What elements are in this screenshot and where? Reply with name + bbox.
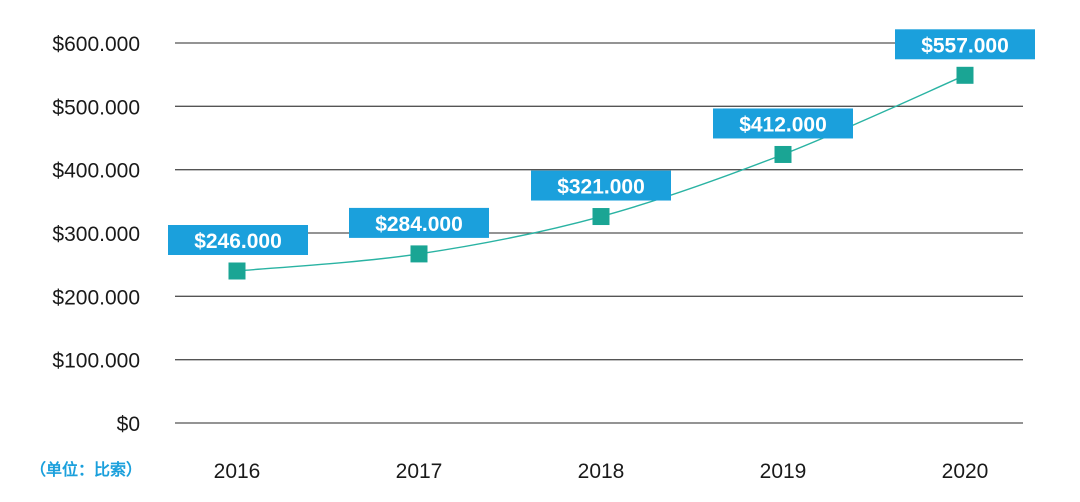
x-tick-label: 2016 [214, 460, 261, 483]
y-tick-label: $100.000 [52, 350, 140, 373]
data-label-box [168, 225, 308, 255]
data-point-marker [228, 262, 246, 280]
x-tick-label: 2019 [760, 460, 807, 483]
data-point-marker [410, 245, 428, 263]
data-label: $557.000 [921, 34, 1009, 57]
y-tick-label: $200.000 [52, 286, 140, 309]
x-tick-label: 2018 [578, 460, 625, 483]
unit-label: （单位：比索） [30, 460, 142, 479]
data-point-marker [592, 208, 610, 226]
y-tick-label: $0 [117, 413, 140, 436]
data-label-box [895, 29, 1035, 60]
y-tick-label: $400.000 [52, 160, 140, 183]
y-tick-label: $500.000 [52, 96, 140, 119]
data-label: $284.000 [375, 213, 463, 236]
x-tick-label: 2020 [942, 460, 989, 483]
data-point-marker [956, 66, 974, 84]
y-tick-label: $300.000 [52, 223, 140, 246]
data-label-box [713, 108, 853, 139]
y-axis-tick-labels: $0 $100.000 $200.000 $300.000 $400.000 $500.0… [52, 33, 140, 436]
data-label-box [349, 207, 489, 238]
x-axis-tick-labels: 2016 2017 2018 2019 2020 [214, 460, 989, 483]
grid-layer [175, 42, 1023, 424]
y-tick-label: $600.000 [52, 33, 140, 56]
data-label: $246.000 [194, 230, 282, 253]
x-tick-label: 2017 [396, 460, 443, 483]
data-label: $321.000 [557, 176, 645, 199]
data-label-box [531, 170, 671, 201]
data-label-layer: $246.000 $284.000 $321.000 $412.000 $557.000 [168, 29, 1035, 255]
data-label: $412.000 [739, 113, 827, 136]
data-point-marker [774, 145, 792, 163]
